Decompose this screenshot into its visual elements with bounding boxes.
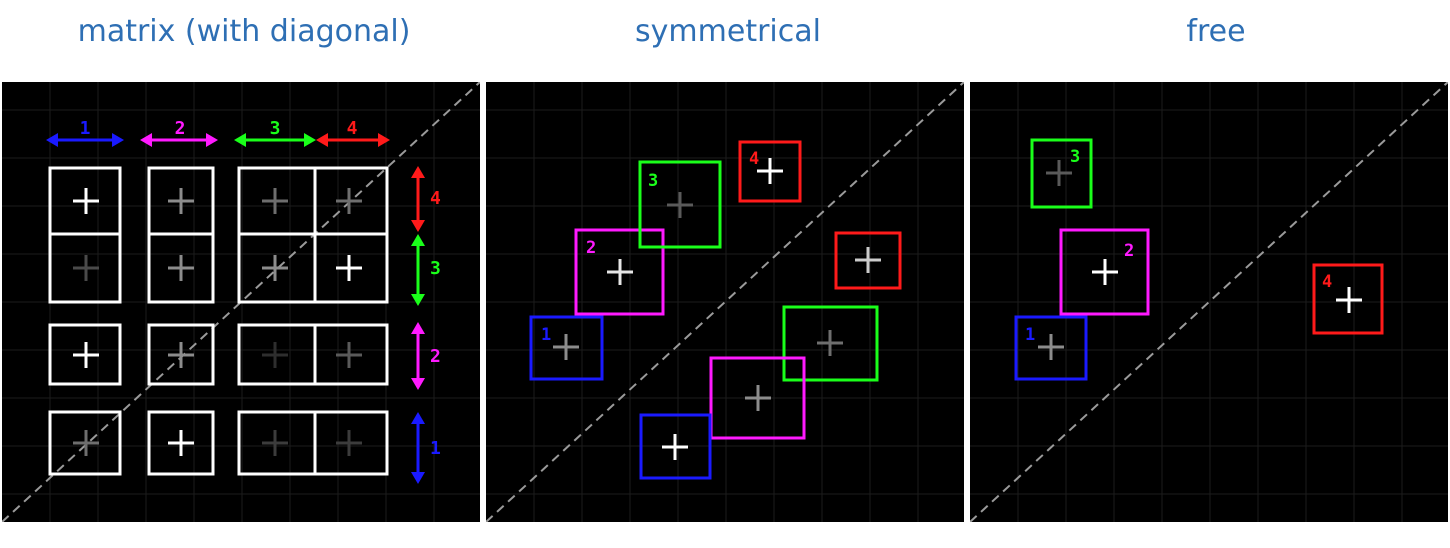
block-box-1 bbox=[529, 315, 604, 381]
matrix-cell bbox=[147, 232, 215, 304]
matrix-cell bbox=[313, 232, 389, 304]
grid bbox=[486, 82, 964, 522]
crosshair-icon bbox=[168, 342, 194, 368]
mirror-box-3 bbox=[782, 305, 879, 382]
block-box-1 bbox=[1014, 315, 1088, 381]
crosshair-icon bbox=[662, 434, 688, 460]
column-label-3: 3 bbox=[270, 118, 281, 139]
crosshair-icon bbox=[336, 255, 362, 281]
row-arrow-3: 3 bbox=[411, 234, 441, 306]
row-label-4: 4 bbox=[430, 188, 441, 209]
title-matrix: matrix (with diagonal) bbox=[77, 14, 411, 49]
matrix-crosshairs bbox=[73, 188, 362, 456]
matrix-cell bbox=[147, 410, 215, 476]
mirror-box-1 bbox=[639, 413, 712, 480]
crosshair-icon bbox=[817, 330, 843, 356]
column-arrow-2: 2 bbox=[140, 118, 218, 147]
crosshair-icon bbox=[855, 247, 881, 273]
row-arrow-2: 2 bbox=[411, 322, 441, 390]
block-box-4 bbox=[738, 140, 802, 203]
crosshair-icon bbox=[1038, 334, 1064, 360]
symmetrical-boxes bbox=[529, 140, 902, 480]
crosshair-icon bbox=[262, 430, 288, 456]
crosshair-icon bbox=[757, 158, 783, 184]
column-arrow-1: 1 bbox=[46, 118, 124, 147]
crosshair-icon bbox=[73, 430, 99, 456]
crosshair-icon bbox=[1092, 259, 1118, 285]
symmetrical-crosshairs bbox=[553, 158, 881, 460]
diagonal-line bbox=[486, 82, 964, 522]
row-label-2: 2 bbox=[430, 346, 441, 367]
grid bbox=[970, 82, 1448, 522]
matrix-cells bbox=[48, 166, 389, 476]
block-label-4: 4 bbox=[749, 149, 759, 169]
block-box-4 bbox=[1312, 263, 1384, 335]
crosshair-icon bbox=[553, 334, 579, 360]
block-label-2: 2 bbox=[586, 238, 596, 258]
column-label-2: 2 bbox=[175, 118, 186, 139]
block-box-2 bbox=[574, 228, 665, 316]
crosshair-icon bbox=[73, 342, 99, 368]
matrix-cell bbox=[313, 410, 389, 476]
crosshair-icon bbox=[1336, 287, 1362, 313]
title-symmetrical: symmetrical bbox=[635, 14, 821, 49]
mirror-box-2 bbox=[709, 356, 806, 440]
row-arrow-1: 1 bbox=[411, 412, 441, 484]
crosshair-icon bbox=[336, 430, 362, 456]
free-canvas: 1 2 3 4 bbox=[970, 82, 1448, 522]
crosshair-icon bbox=[745, 385, 771, 411]
matrix-canvas: 1 2 3 4 4 3 2 1 bbox=[2, 82, 480, 522]
diagonal-line bbox=[2, 82, 480, 522]
matrix-cell bbox=[313, 323, 389, 386]
block-label-4: 4 bbox=[1322, 272, 1332, 292]
matrix-cell bbox=[48, 232, 122, 304]
free-crosshairs bbox=[1038, 160, 1362, 360]
block-label-1: 1 bbox=[1025, 325, 1035, 345]
crosshair-icon bbox=[168, 430, 194, 456]
block-box-3 bbox=[1030, 138, 1093, 209]
column-label-4: 4 bbox=[347, 118, 358, 139]
crosshair-icon bbox=[1046, 160, 1072, 186]
block-label-2: 2 bbox=[1124, 241, 1134, 261]
column-arrow-4: 4 bbox=[316, 118, 390, 147]
row-label-3: 3 bbox=[430, 258, 441, 279]
block-box-2 bbox=[1059, 228, 1150, 316]
crosshair-icon bbox=[262, 188, 288, 214]
crosshair-icon bbox=[73, 188, 99, 214]
free-boxes bbox=[1014, 138, 1384, 381]
symmetrical-canvas: 1 2 3 4 bbox=[486, 82, 964, 522]
title-free: free bbox=[1186, 14, 1246, 49]
diagonal-line bbox=[970, 82, 1448, 522]
crosshair-icon bbox=[168, 255, 194, 281]
block-label-3: 3 bbox=[648, 171, 658, 191]
panel-free: 1 2 3 4 bbox=[970, 82, 1448, 522]
column-arrow-3: 3 bbox=[234, 118, 316, 147]
block-label-1: 1 bbox=[541, 325, 551, 345]
matrix-cell bbox=[147, 323, 215, 386]
mirror-box-4 bbox=[834, 231, 902, 290]
crosshair-icon bbox=[336, 342, 362, 368]
crosshair-icon bbox=[336, 188, 362, 214]
crosshair-icon bbox=[262, 342, 288, 368]
crosshair-icon bbox=[262, 255, 288, 281]
crosshair-icon bbox=[168, 188, 194, 214]
panel-symmetrical: 1 2 3 4 bbox=[486, 82, 964, 522]
matrix-cell bbox=[48, 323, 122, 386]
panel-matrix: 1 2 3 4 4 3 2 1 bbox=[2, 82, 480, 522]
column-label-1: 1 bbox=[80, 118, 91, 139]
block-label-3: 3 bbox=[1070, 147, 1080, 167]
matrix-cell bbox=[48, 410, 122, 476]
crosshair-icon bbox=[667, 192, 693, 218]
row-label-1: 1 bbox=[430, 438, 441, 459]
crosshair-icon bbox=[607, 259, 633, 285]
crosshair-icon bbox=[73, 255, 99, 281]
row-arrow-4: 4 bbox=[411, 166, 441, 232]
block-box-3 bbox=[638, 160, 722, 249]
